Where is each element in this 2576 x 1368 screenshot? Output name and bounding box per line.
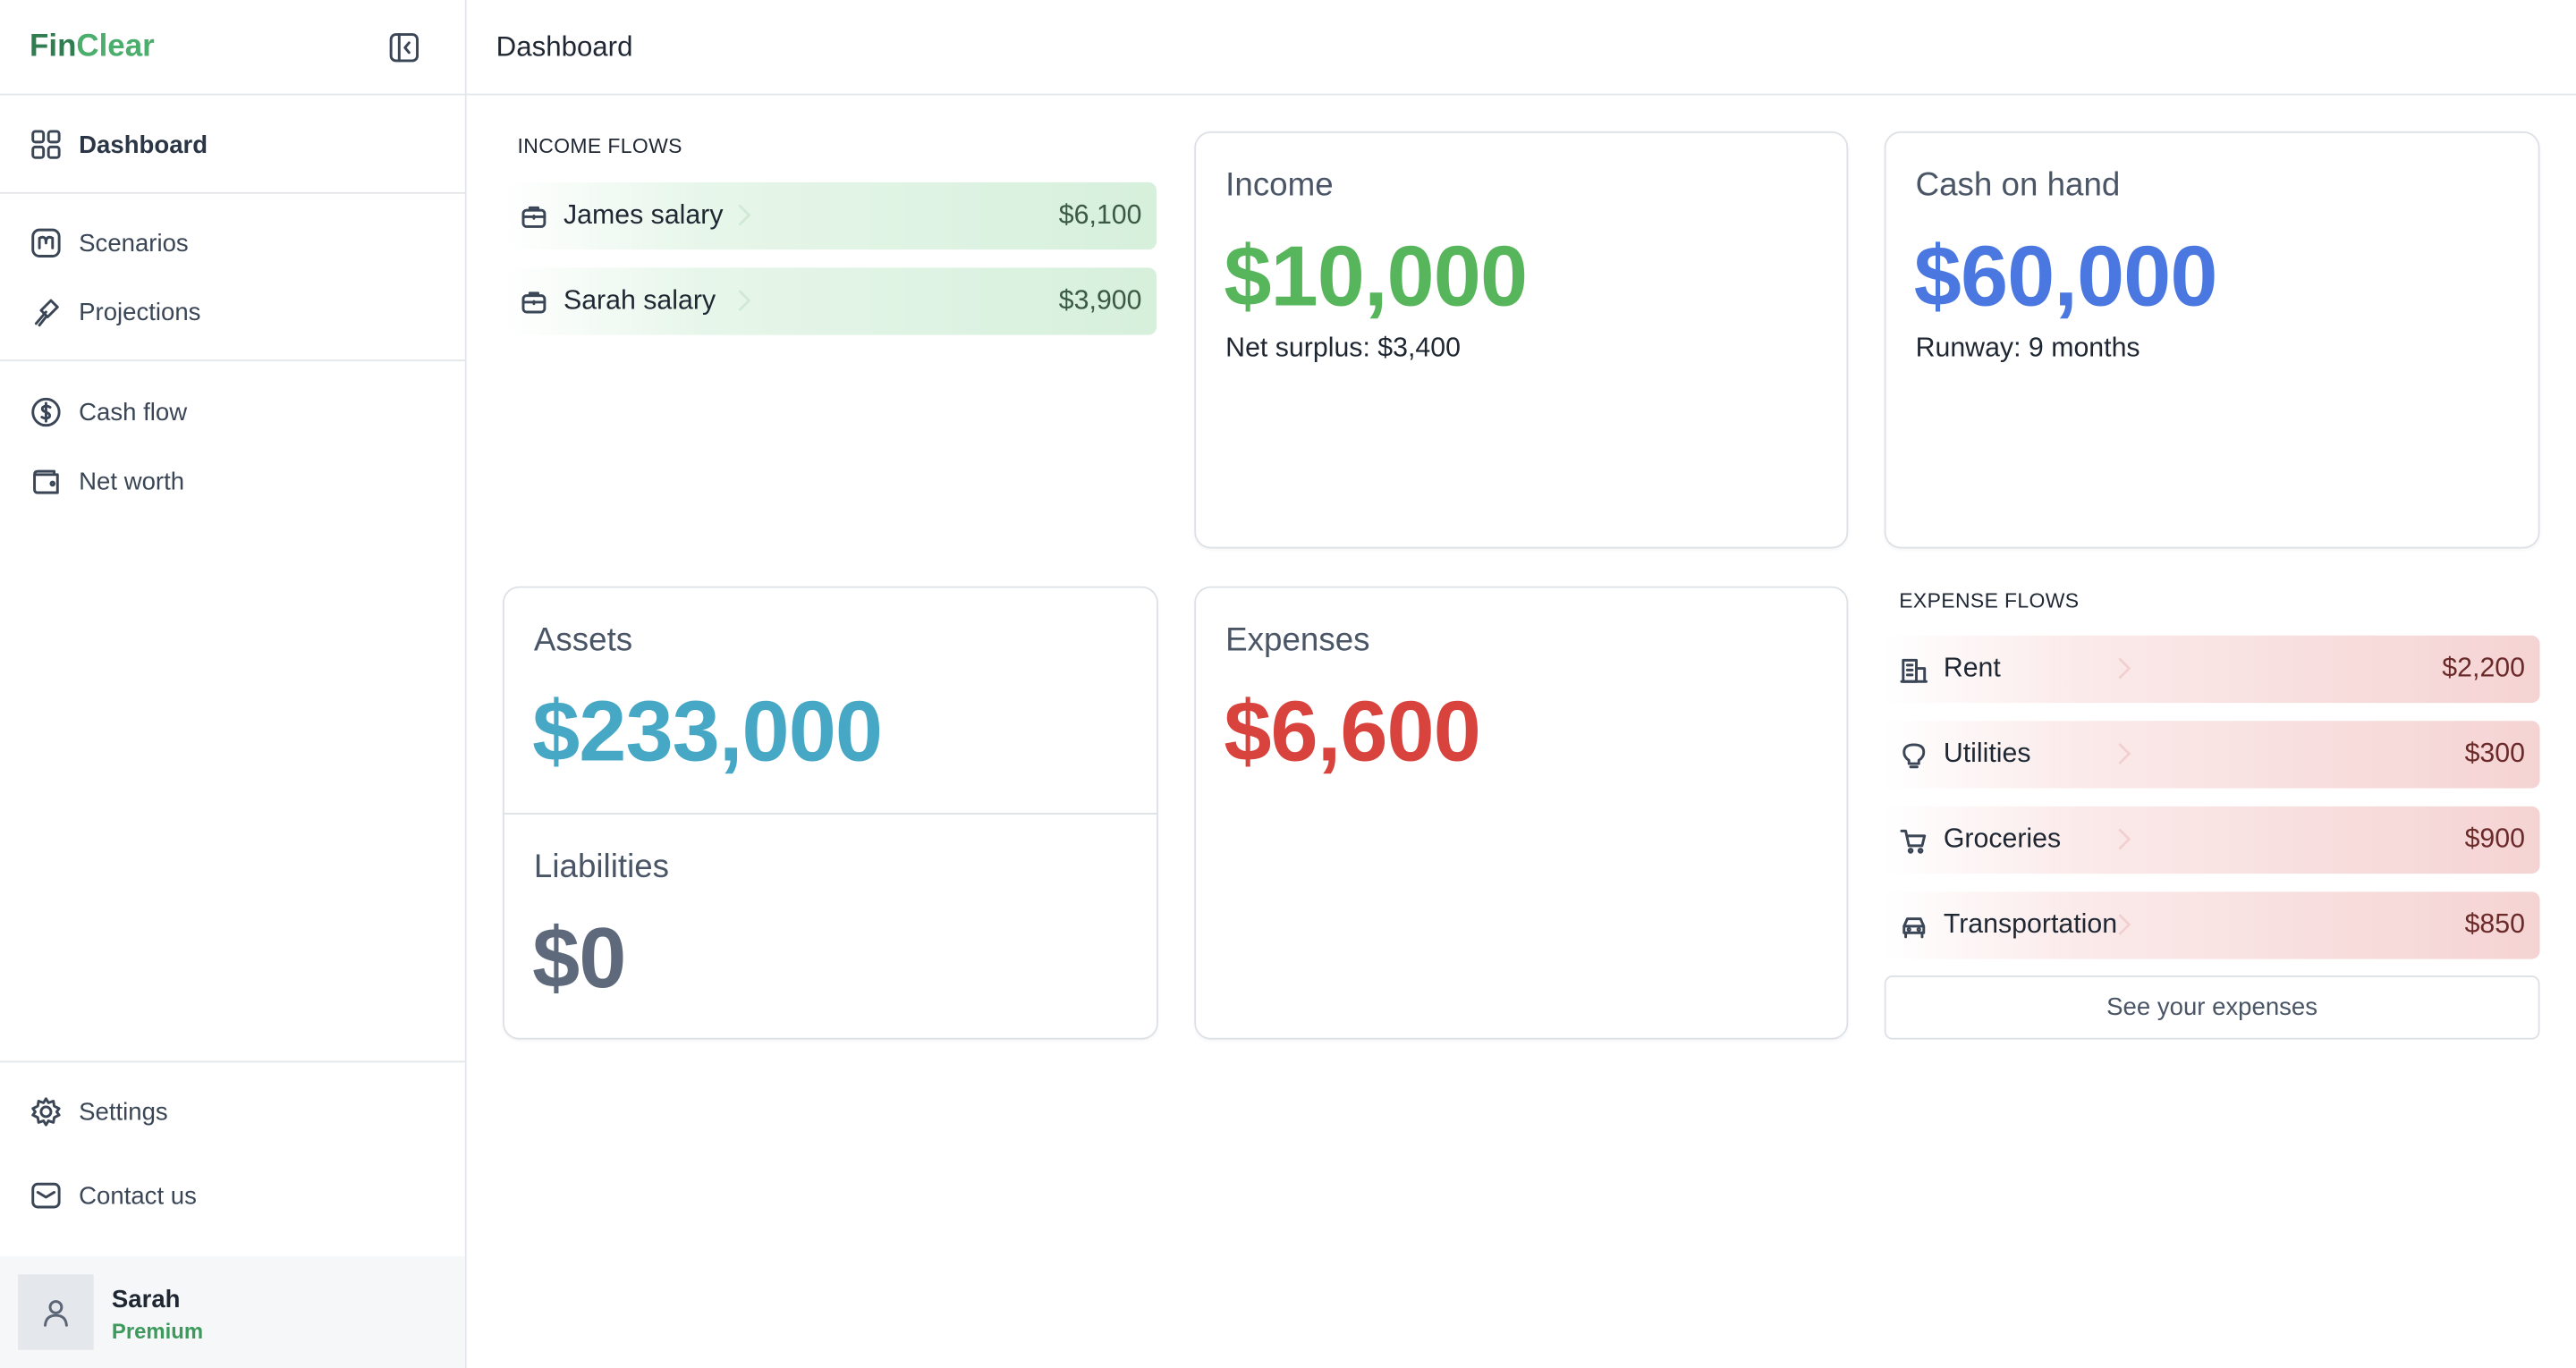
divider [504,813,1157,815]
flow-icon [1902,916,1926,938]
flow-icon [521,291,547,313]
brand-first: Fin [30,30,77,64]
user-name: Sarah [111,1286,181,1314]
card-amount: $60,000 [1913,230,2218,325]
nav-item[interactable]: Scenarios [30,225,189,261]
income-card: Income $10,000 Net surplus: $3,400 [1194,131,1849,549]
card-note: Runway: 9 months [1915,333,2140,363]
flow-amount: $900 [2464,824,2526,855]
flow-label: Rent [1943,654,2001,684]
flow-row[interactable]: Transportation $850 [1884,891,2540,959]
user-panel[interactable]: Sarah Premium [0,1256,465,1368]
flow-row[interactable]: Sarah salary $3,900 [504,267,1157,335]
flow-amount: $850 [2464,909,2526,940]
brand-second: Clear [76,30,155,64]
flow-row[interactable]: Rent $2,200 [1884,635,2540,704]
avatar [18,1274,94,1350]
nav-item[interactable]: Dashboard [30,126,208,162]
flow-amount: $2,200 [2442,654,2526,684]
expenses-card: Expenses $6,600 [1194,586,1849,1040]
divider [0,359,465,362]
flow-row[interactable]: Groceries $900 [1884,806,2540,874]
chevron [2118,657,2131,680]
flow-icon [1900,828,1927,853]
chevron [2118,914,2131,936]
nav-item[interactable]: Contact us [30,1178,197,1213]
user-plan: Premium [111,1318,204,1344]
card-amount: $233,000 [532,684,883,781]
flow-icon [1902,742,1926,768]
card-amount: $6,600 [1224,684,1481,781]
divider [0,191,465,194]
card-amount: $0 [532,911,626,1007]
card-title: Expenses [1225,622,1370,659]
divider [0,93,465,96]
flow-row[interactable]: Utilities $300 [1884,721,2540,789]
header: Dashboard [466,0,2576,96]
sidebar: FinClear Dashboard Scenarios Projections… [0,0,467,1368]
section-title: EXPENSE FLOWS [1899,589,2080,613]
flow-icon [1900,657,1928,682]
flow-label: James salary [563,200,724,231]
flow-label: Groceries [1943,824,2062,855]
flow-row[interactable]: James salary $6,100 [504,182,1157,250]
card-title: Assets [533,622,633,659]
nav-label: Scenarios [79,229,189,258]
balance-card: Assets $233,000 Liabilities $0 [503,586,1158,1040]
chevron [738,204,751,226]
nav-item[interactable]: Cash flow [30,394,187,430]
nav-item[interactable]: Projections [30,294,200,330]
card-note: Net surplus: $3,400 [1225,333,1461,363]
nav-label: Cash flow [79,398,188,426]
card-title: Liabilities [533,849,670,885]
chevron [2118,828,2131,850]
see-expenses-button[interactable]: See your expenses [1884,975,2540,1040]
nav-label: Net worth [79,467,185,495]
flow-amount: $300 [2464,739,2526,769]
chevron [2118,743,2131,765]
nav-label: Dashboard [79,131,208,159]
chevron [738,290,751,312]
card-title: Income [1225,167,1334,204]
nav-label: Settings [79,1097,168,1127]
card-amount: $10,000 [1224,230,1528,325]
nav-label: Contact us [79,1181,197,1210]
brand[interactable]: FinClear [30,30,155,65]
nav-item[interactable]: Net worth [30,463,184,499]
flow-label: Transportation [1943,909,2118,940]
page-title: Dashboard [496,30,633,63]
flow-icon [521,205,547,228]
divider [0,1060,465,1063]
flow-amount: $3,900 [1058,285,1142,316]
card-title: Cash on hand [1915,167,2121,204]
collapse-button[interactable] [387,31,420,64]
nav-label: Projections [79,298,201,326]
cash-card: Cash on hand $60,000 Runway: 9 months [1884,131,2540,549]
flow-label: Sarah salary [563,285,716,316]
section-title: INCOME FLOWS [517,134,682,158]
nav-item[interactable]: Settings [30,1094,168,1129]
flow-label: Utilities [1943,739,2031,769]
flow-amount: $6,100 [1058,200,1142,231]
